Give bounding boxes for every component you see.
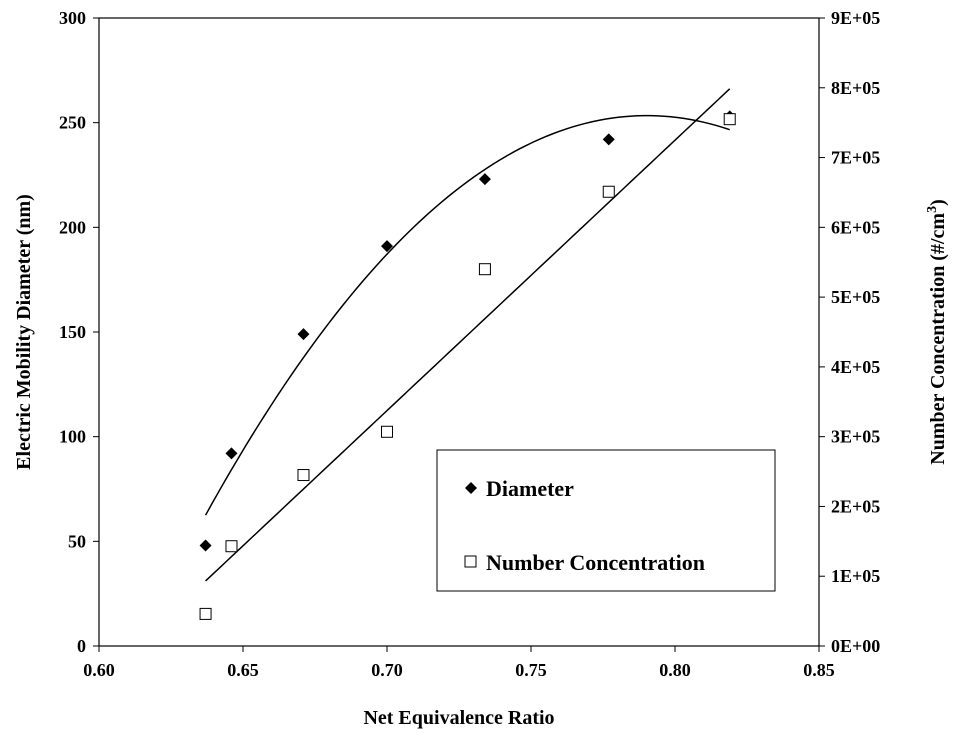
diameter-point: [381, 240, 393, 253]
concentration-trendline: [205, 88, 731, 582]
legend-concentration-label: Number Concentration: [486, 550, 705, 575]
y2-tick-label: 3E+05: [831, 427, 880, 447]
y2-tick-label: 7E+05: [831, 148, 880, 168]
legend-diameter-label: Diameter: [486, 476, 574, 501]
diameter-trendline: [204, 114, 730, 516]
x-tick-label: 0.70: [371, 660, 403, 680]
concentration-point: [478, 263, 491, 276]
y2-tick-label: 0E+00: [831, 636, 880, 656]
y2-axis-title-sup: 3: [925, 206, 940, 213]
diameter-point: [478, 173, 491, 186]
y2-axis-title-end: ): [927, 199, 949, 206]
y-tick-label: 100: [59, 427, 86, 447]
y-axis-title: Electric Mobility Diameter (nm): [13, 194, 35, 470]
y-tick-label: 300: [59, 8, 86, 28]
y2-tick-label: 2E+05: [831, 496, 880, 516]
legend-box: [436, 449, 776, 592]
y2-tick-label: 1E+05: [831, 566, 880, 586]
ticks-layer: 0.60 0.65 0.70 0.75 0.80 0.85 0 50 100 150 200 250 3…: [59, 8, 880, 680]
y-tick-label: 0: [77, 636, 86, 656]
diameter-point: [297, 328, 310, 341]
points-layer: [199, 110, 736, 620]
y-tick-label: 200: [59, 217, 86, 237]
y2-tick-label: 4E+05: [831, 357, 880, 377]
concentration-point: [297, 469, 310, 482]
diameter-point: [199, 539, 212, 552]
x-axis-title: Net Equivalence Ratio: [363, 707, 554, 729]
diameter-point: [225, 447, 238, 460]
x-tick-label: 0.65: [227, 660, 259, 680]
y2-tick-label: 9E+05: [831, 8, 880, 28]
concentration-point: [602, 185, 615, 198]
x-tick-label: 0.75: [515, 660, 547, 680]
y2-tick-label: 6E+05: [831, 217, 880, 237]
concentration-point: [199, 607, 212, 620]
y-tick-label: 50: [68, 531, 86, 551]
y2-axis-title-main: Number Concentration (#/cm: [927, 213, 949, 465]
diameter-point: [602, 133, 615, 146]
y2-tick-label: 5E+05: [831, 287, 880, 307]
x-tick-label: 0.80: [659, 660, 691, 680]
y-tick-label: 150: [59, 322, 86, 342]
concentration-point: [225, 540, 238, 553]
x-tick-label: 0.85: [803, 660, 835, 680]
y2-tick-label: 8E+05: [831, 78, 880, 98]
trendlines-layer: [204, 88, 731, 582]
y2-axis-title: Number Concentration (#/cm3): [925, 199, 949, 465]
legend-concentration-marker: [464, 555, 477, 568]
legend-diameter-marker: [465, 482, 477, 494]
x-tick-label: 0.60: [83, 660, 115, 680]
concentration-point: [723, 113, 736, 126]
legend: Diameter Number Concentration: [436, 449, 776, 592]
concentration-point: [381, 425, 393, 438]
y-tick-label: 250: [59, 113, 86, 133]
